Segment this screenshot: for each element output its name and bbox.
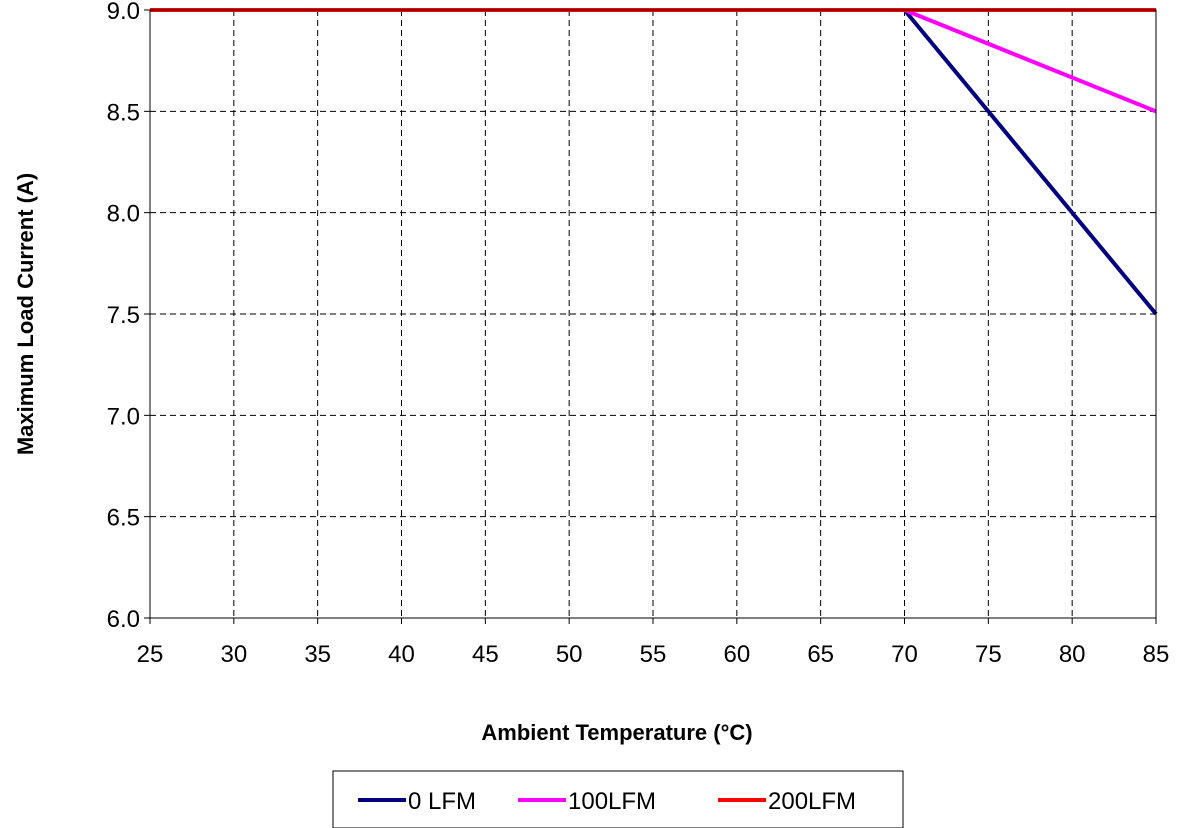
x-tick-label: 25 [137,641,164,668]
x-tick-label: 70 [891,641,918,668]
y-tick-label: 8.0 [107,201,140,228]
x-tick-label: 60 [723,641,750,668]
y-axis-title: Maximum Load Current (A) [13,173,38,455]
x-tick-label: 40 [388,641,415,668]
y-tick-label: 6.0 [107,606,140,633]
x-tick-label: 35 [304,641,331,668]
x-tick-label: 80 [1059,641,1086,668]
legend-box [332,770,904,828]
y-tick-label: 9.0 [107,0,140,25]
x-tick-label: 50 [556,641,583,668]
x-tick-label: 45 [472,641,499,668]
legend: 0 LFM 100LFM 200LFM [358,788,856,815]
y-tick-label: 6.5 [107,505,140,532]
plot-border [149,9,1157,619]
legend-label-0-lfm: 0 LFM [408,788,476,815]
grid-lines [150,10,1156,618]
legend-label-100lfm: 100LFM [568,788,656,815]
x-axis-title: Ambient Temperature (°C) [481,720,752,745]
x-tick-label: 30 [220,641,247,668]
x-tick-label: 55 [640,641,667,668]
axis-ticks: 25 30 35 40 45 50 55 60 65 70 75 80 85 6.0 6.5 7.0 7.5 8.… [107,0,1170,668]
y-tick-label: 8.5 [107,99,140,126]
x-tick-label: 65 [807,641,834,668]
y-tick-label: 7.5 [107,302,140,329]
x-tick-label: 85 [1143,641,1170,668]
x-tick-label: 75 [975,641,1002,668]
legend-label-200lfm: 200LFM [768,788,856,815]
y-tick-label: 7.0 [107,403,140,430]
